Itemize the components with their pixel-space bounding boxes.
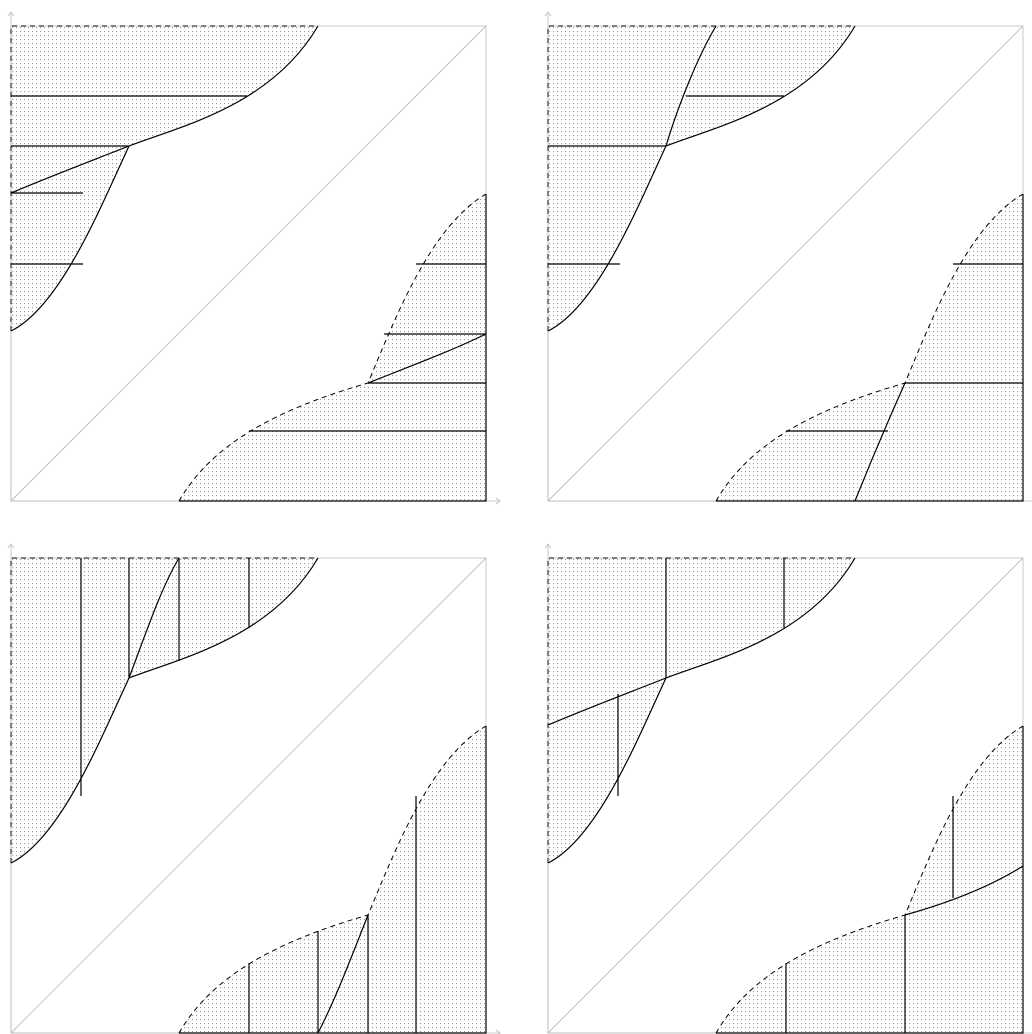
top-left-y-arrow <box>7 11 15 17</box>
bottom-right-lower-solid-edge <box>716 726 1024 1034</box>
top-left-lower-solid-edge <box>179 194 487 502</box>
panel-top-left <box>0 0 510 510</box>
top-left-diagonal <box>10 25 487 502</box>
top-right-y-arrow <box>544 11 552 17</box>
top-right-upper-region <box>548 26 855 331</box>
bottom-left-diagonal <box>10 557 487 1034</box>
top-left-hatch-line-5 <box>10 145 130 194</box>
bottom-right-lower-region <box>716 726 1023 1033</box>
panel-bottom-left-plot <box>7 543 501 1034</box>
bottom-right-upper-dashed-edge <box>547 557 855 863</box>
panel-bottom-left <box>0 532 510 1034</box>
bottom-right-diagonal <box>547 557 1024 1034</box>
top-right-lower-region <box>716 194 1023 501</box>
panel-top-right <box>537 0 1032 510</box>
top-right-diagonal <box>547 25 1024 502</box>
panel-bottom-right-plot <box>544 543 1032 1034</box>
bottom-left-x-arrow <box>495 1029 501 1034</box>
bottom-right-hatch-line-4 <box>547 677 667 726</box>
bottom-right-y-arrow <box>544 543 552 549</box>
top-right-plot-area <box>544 11 1032 502</box>
top-right-hatch-line-8 <box>854 382 906 502</box>
bottom-left-lower-solid-edge <box>179 726 487 1034</box>
panel-top-left-plot <box>7 11 501 505</box>
bottom-right-plot-area <box>544 543 1032 1034</box>
bottom-right-hatch-line-8 <box>904 865 1024 916</box>
top-left-lower-region <box>179 194 486 501</box>
bottom-left-y-arrow <box>7 543 15 549</box>
top-left-upper-region <box>11 26 318 331</box>
bottom-right-upper-region <box>548 558 855 863</box>
panel-bottom-right <box>537 532 1032 1034</box>
top-left-x-arrow <box>495 497 501 505</box>
top-right-upper-dashed-edge <box>547 25 855 331</box>
top-right-lower-solid-edge <box>716 194 1024 502</box>
bottom-left-lower-region <box>179 726 486 1033</box>
top-left-upper-dashed-edge <box>10 25 318 331</box>
panel-top-right-plot <box>544 11 1032 502</box>
bottom-left-upper-region <box>11 558 318 863</box>
bottom-left-plot-area <box>7 543 501 1034</box>
top-left-plot-area <box>7 11 501 505</box>
top-right-hatch-line-4 <box>665 25 717 147</box>
bottom-left-hatch-line-5 <box>128 557 180 679</box>
top-left-hatch-line-10 <box>367 333 487 384</box>
bottom-left-hatch-line-10 <box>317 914 369 1034</box>
bottom-left-upper-dashed-edge <box>10 557 318 863</box>
